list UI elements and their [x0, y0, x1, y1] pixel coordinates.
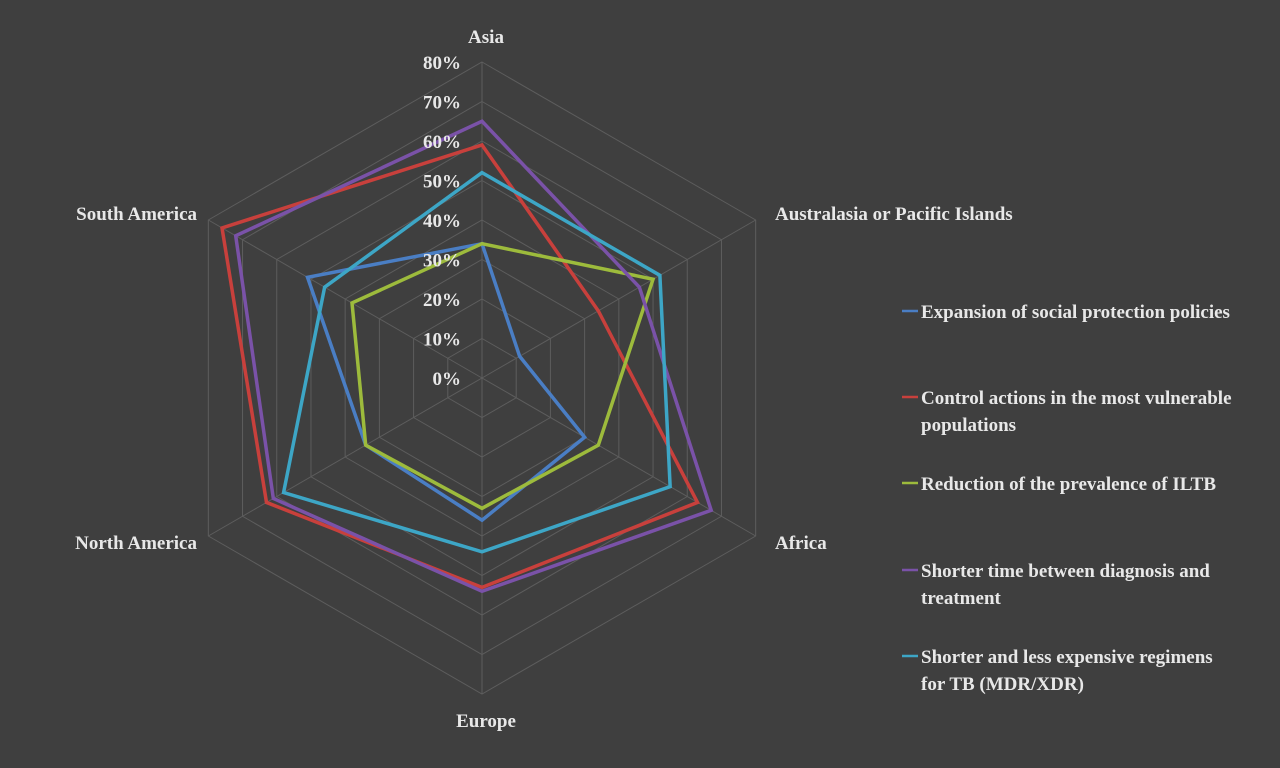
category-label-africa: Africa — [775, 533, 827, 554]
category-label-asia: Asia — [468, 27, 504, 48]
tick-label: 50% — [423, 172, 461, 193]
tick-label: 80% — [423, 53, 461, 74]
tick-label: 20% — [423, 290, 461, 311]
legend-label: Expansion of social protection policies — [921, 302, 1230, 323]
tick-label: 60% — [423, 132, 461, 153]
category-label-north-america: North America — [75, 533, 197, 554]
tick-label: 30% — [423, 251, 461, 272]
legend-item-expansion-of-social-protection-policies: Expansion of social protection policies — [902, 302, 1230, 323]
category-label-south-america: South America — [76, 204, 197, 225]
tick-label: 70% — [423, 93, 461, 114]
series-line-reduction-of-the-prevalence-of-iltb — [350, 241, 656, 511]
legend-item-control-actions-in-the-most-vulnerable-populations: Control actions in the most vulnerable po… — [902, 388, 1232, 436]
tick-label: 0% — [433, 369, 462, 390]
grid-spoke — [208, 219, 483, 379]
legend-item-reduction-of-the-prevalence-of-iltb: Reduction of the prevalence of ILTB — [902, 474, 1216, 495]
legend-label: Reduction of the prevalence of ILTB — [921, 474, 1216, 495]
grid — [207, 61, 757, 695]
series-line-control-actions-in-the-most-vulnerable-populations — [220, 142, 700, 590]
legend-item-shorter-time-between-diagnosis-and-treatment: Shorter time between diagnosis and treat… — [902, 561, 1215, 609]
category-label-europe: Europe — [456, 711, 516, 732]
category-labels: Asia Australasia or Pacific Islands Africa… — [75, 27, 1013, 732]
tick-labels: 0% 10% 20% 30% 40% 50% 60% 70% 80% — [423, 53, 461, 390]
series-layer — [220, 119, 714, 594]
tick-label: 40% — [423, 211, 461, 232]
legend: Expansion of social protection policies C… — [902, 302, 1232, 695]
tick-label: 10% — [423, 330, 461, 351]
grid-spoke — [481, 219, 756, 379]
legend-label: Control actions in the most vulnerable po… — [921, 388, 1232, 436]
legend-label: Shorter and less expensive regimens for T… — [921, 647, 1213, 695]
series-line-expansion-of-social-protection-policies — [305, 241, 588, 523]
series-line-shorter-and-less-expensive-regimens-for-tb-mdr-xdr — [281, 170, 672, 554]
legend-label: Shorter time between diagnosis and treat… — [921, 561, 1215, 609]
category-label-australasia-or-pacific-islands: Australasia or Pacific Islands — [775, 204, 1013, 225]
series-line-shorter-time-between-diagnosis-and-treatment — [233, 119, 714, 594]
legend-item-shorter-and-less-expensive-regimens-for-tb-mdr-xdr: Shorter and less expensive regimens for T… — [902, 647, 1213, 695]
grid-spoke — [208, 377, 483, 537]
